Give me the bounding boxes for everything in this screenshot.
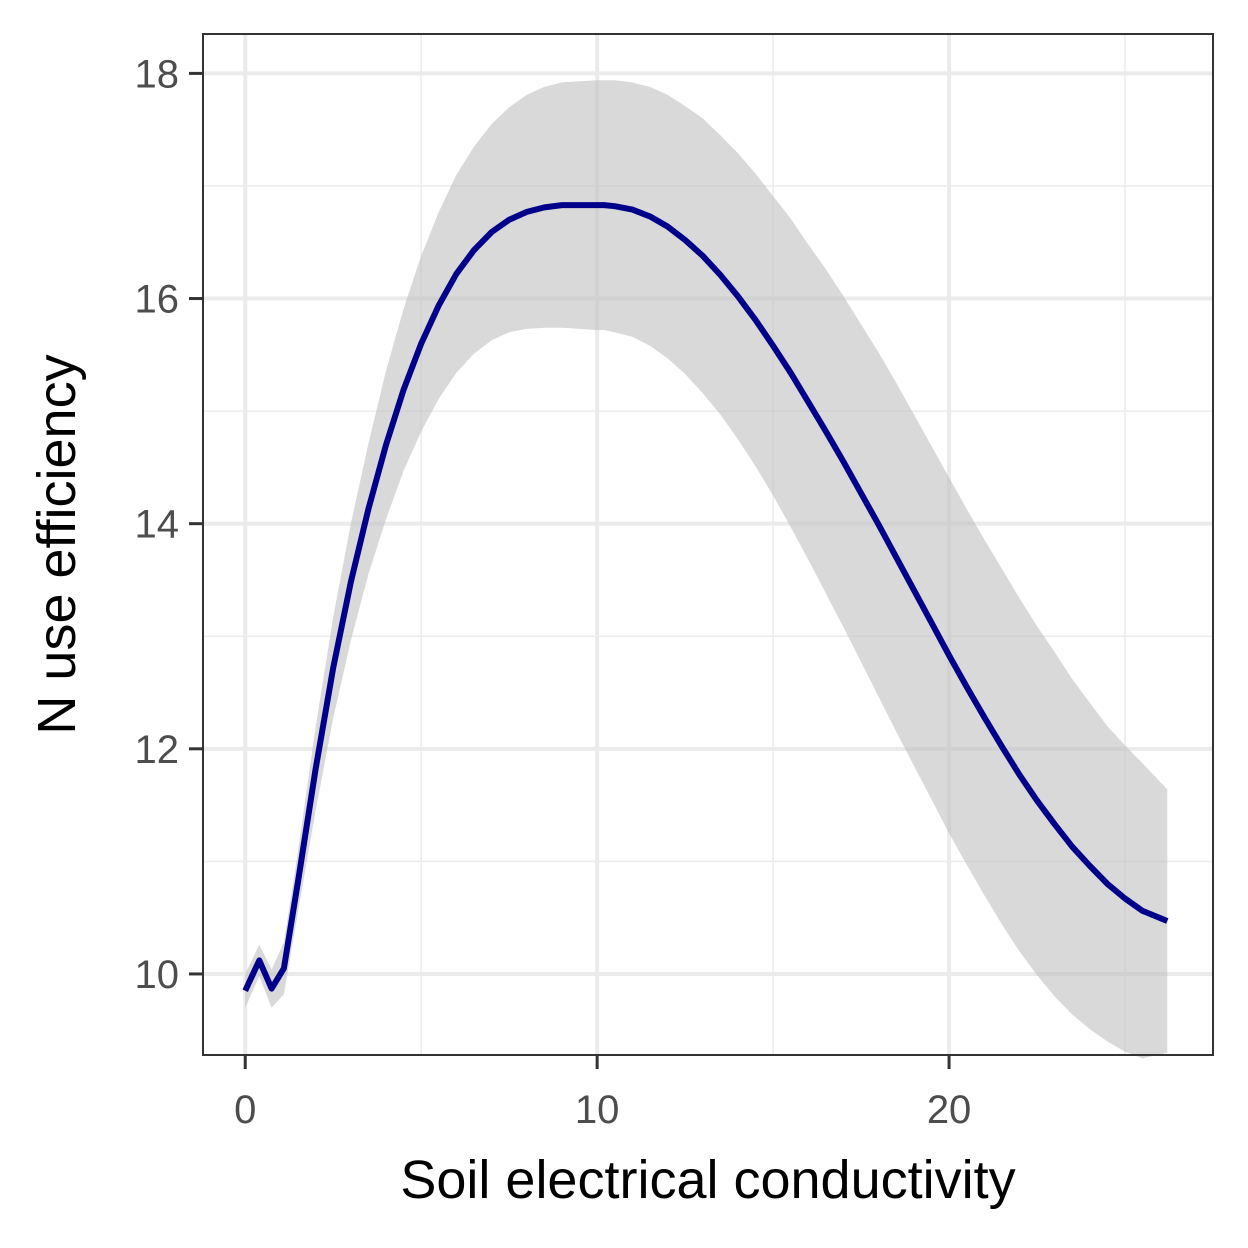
y-tick-label: 12 xyxy=(135,728,180,772)
y-axis-title: N use efficiency xyxy=(27,354,87,734)
confidence-ribbon xyxy=(245,80,1168,1059)
x-tick-label: 0 xyxy=(234,1088,256,1132)
y-tick-label: 10 xyxy=(135,953,180,997)
y-tick-label: 18 xyxy=(135,52,180,96)
y-axis: 10 12 14 16 18 xyxy=(135,52,203,997)
x-axis: 0 10 20 xyxy=(234,1055,971,1132)
y-tick-label: 14 xyxy=(135,503,180,547)
y-tick-label: 16 xyxy=(135,278,180,322)
plot-panel-border xyxy=(202,33,1214,1056)
x-axis-title: Soil electrical conductivity xyxy=(400,1150,1015,1210)
fitted-line xyxy=(242,202,1169,993)
x-tick-label: 10 xyxy=(575,1088,620,1132)
x-tick-label: 20 xyxy=(927,1088,972,1132)
